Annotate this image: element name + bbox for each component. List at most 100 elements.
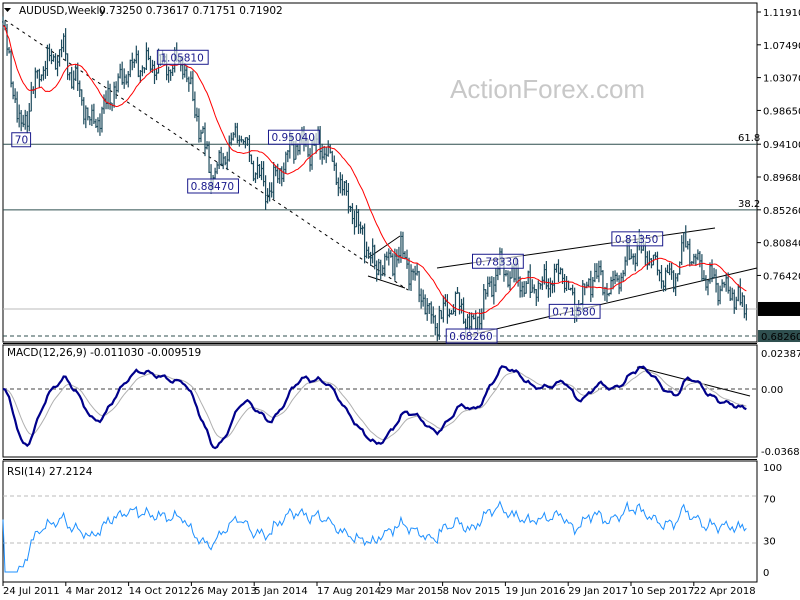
price-annotation-label: 1.05810: [160, 52, 203, 64]
price-bar: [452, 304, 455, 315]
rsi-title: RSI(14) 27.2124: [7, 466, 93, 478]
price-bar: [408, 257, 411, 291]
price-bar: [44, 60, 47, 79]
price-bar: [674, 273, 677, 297]
price-bar: [296, 143, 299, 156]
price-bar: [595, 263, 598, 279]
price-bar: [115, 81, 118, 99]
price-bar: [218, 150, 221, 170]
triangle-down-icon[interactable]: [4, 8, 11, 12]
price-bar: [135, 45, 138, 64]
price-bar: [123, 68, 126, 89]
price-bar: [189, 71, 192, 85]
price-bar: [412, 268, 415, 281]
level-price-badge: [758, 330, 800, 343]
price-bar: [26, 111, 29, 134]
price-bar: [630, 249, 633, 260]
price-bar: [335, 162, 338, 186]
price-bar: [379, 259, 382, 280]
level-price-label: 0.68260: [761, 332, 800, 343]
price-bar: [16, 91, 19, 123]
price-annotation-label: 0.78330: [476, 256, 519, 268]
rsi-y-label: 30: [763, 537, 776, 548]
price-bar: [557, 259, 560, 283]
x-tick-label: 14 Oct 2012: [129, 586, 191, 597]
fib-level-label: 61.8: [738, 133, 760, 144]
price-bar: [323, 145, 326, 160]
price-bar: [96, 117, 99, 133]
current-price-badge: [758, 301, 800, 316]
price-bar: [42, 66, 45, 81]
x-tick-label: 22 Apr 2018: [694, 586, 756, 597]
price-bar: [616, 272, 619, 282]
price-bar: [8, 47, 11, 54]
price-bar: [353, 210, 356, 235]
price-bar: [494, 267, 497, 293]
price-bar: [428, 303, 431, 315]
price-bar: [492, 277, 495, 305]
price-bar: [622, 270, 625, 282]
price-bar: [743, 295, 746, 319]
price-bar: [90, 104, 93, 127]
price-bar: [195, 107, 198, 122]
price-bar: [373, 244, 376, 270]
x-tick-label: 26 May 2013: [191, 586, 256, 597]
price-bar: [48, 43, 51, 62]
price-bar: [666, 264, 669, 274]
price-bar: [565, 276, 568, 291]
price-bar: [371, 238, 374, 264]
price-bar: [260, 160, 263, 181]
price-bar: [258, 164, 261, 178]
price-bar: [450, 309, 453, 315]
price-bar: [20, 109, 23, 132]
price-bar: [694, 253, 697, 266]
price-bar: [153, 60, 156, 85]
price-bar: [246, 137, 249, 146]
price-bar: [252, 160, 255, 182]
price-bar: [541, 276, 544, 290]
price-bar: [745, 304, 748, 321]
price-bar: [725, 273, 728, 292]
price-bar: [442, 295, 445, 323]
price-bar: [6, 23, 9, 56]
price-bar: [216, 161, 219, 175]
price-bar: [256, 156, 259, 180]
price-bar: [664, 267, 667, 292]
y-tick-label: 1.11910: [763, 8, 800, 19]
price-bar: [254, 172, 257, 184]
price-bar: [86, 107, 89, 121]
price-bar: [389, 250, 392, 258]
price-bar: [147, 47, 150, 61]
triangle-line: [367, 275, 406, 289]
price-bar: [60, 39, 63, 58]
price-bar: [414, 265, 417, 281]
channel-lower-line: [465, 267, 758, 337]
price-bar: [276, 163, 279, 184]
price-bar: [395, 249, 398, 268]
price-bar: [470, 312, 473, 330]
price-bar: [612, 270, 615, 290]
price-bar: [187, 76, 190, 92]
price-bar: [634, 253, 637, 272]
price-bar: [472, 314, 475, 320]
triangle-line: [367, 235, 401, 259]
price-bar: [333, 155, 336, 171]
price-bar: [422, 289, 425, 307]
price-bar: [678, 261, 681, 275]
price-bar: [480, 308, 483, 330]
price-bar: [383, 253, 386, 277]
price-bar: [721, 279, 724, 292]
price-bar: [418, 270, 421, 303]
price-bar: [280, 166, 283, 187]
price-bar: [682, 232, 685, 252]
price-bar: [199, 129, 202, 143]
price-bar: [490, 276, 493, 298]
price-bar: [149, 55, 152, 72]
price-annotation-box: [548, 303, 601, 319]
price-bar: [113, 81, 116, 108]
